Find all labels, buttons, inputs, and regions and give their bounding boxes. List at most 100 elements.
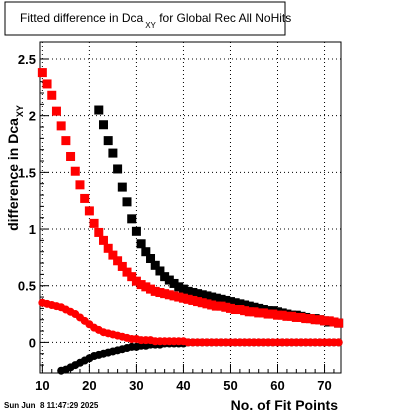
data-point-square-s1 <box>122 267 132 277</box>
data-point-square-s1 <box>334 318 344 328</box>
data-point-square-s1 <box>225 303 235 313</box>
data-point-square-s1 <box>56 121 66 131</box>
data-point-square-s1 <box>235 305 245 315</box>
data-point-square-s1 <box>207 300 217 310</box>
data-point-square-s1 <box>305 314 315 324</box>
data-point-square-s1 <box>84 206 94 216</box>
data-point-square-s1 <box>66 151 76 161</box>
y-axis-title-sub: XY <box>15 105 25 117</box>
y-axis-title-main: difference in Dca <box>5 118 21 231</box>
data-point-square-s0 <box>183 286 193 296</box>
x-tick-label: 30 <box>129 378 143 393</box>
data-point-square-s0 <box>202 291 212 301</box>
data-point-square-s1 <box>329 317 339 327</box>
data-point-square-s1 <box>249 307 259 317</box>
data-point-square-s0 <box>240 300 250 310</box>
data-point-square-s1 <box>80 193 90 203</box>
chart-title-suffix: for Global Rec All NoHits <box>156 11 291 25</box>
data-point-square-s0 <box>221 295 231 305</box>
data-point-square-s0 <box>174 282 184 292</box>
data-point-square-s0 <box>249 302 259 312</box>
data-point-square-s0 <box>230 298 240 308</box>
data-point-square-s1 <box>108 250 118 260</box>
y-tick-label: 0 <box>29 335 36 350</box>
chart-title: Fitted difference in DcaXY for Global Re… <box>20 11 291 30</box>
data-point-square-s1 <box>193 297 203 307</box>
data-point-square-s0 <box>254 303 264 313</box>
data-point-square-s1 <box>244 307 254 317</box>
x-tick-label: 60 <box>270 378 284 393</box>
y-tick-label: 1.5 <box>18 165 36 180</box>
data-point-square-s1 <box>287 311 297 321</box>
data-point-square-s1 <box>113 256 123 266</box>
data-point-square-s1 <box>273 310 283 320</box>
data-point-square-s1 <box>320 316 330 326</box>
data-layer <box>37 68 344 375</box>
data-point-square-s1 <box>230 305 240 315</box>
data-point-square-s1 <box>164 290 174 300</box>
data-point-square-s1 <box>324 316 334 326</box>
data-point-square-s1 <box>155 288 165 298</box>
data-point-square-s0 <box>155 266 165 276</box>
data-point-square-s1 <box>202 299 212 309</box>
data-point-square-s1 <box>103 243 113 253</box>
y-tick-label: 1 <box>29 222 36 237</box>
data-point-square-s0 <box>127 214 137 224</box>
data-point-square-s1 <box>310 315 320 325</box>
x-tick-label: 70 <box>317 378 331 393</box>
data-point-square-s0 <box>150 260 160 270</box>
y-tick-label: 2.5 <box>18 52 36 67</box>
data-point-square-s1 <box>47 90 57 100</box>
data-point-square-s1 <box>183 294 193 304</box>
data-point-square-s1 <box>169 291 179 301</box>
title-box <box>4 1 286 36</box>
data-point-square-s1 <box>254 308 264 318</box>
data-point-square-s1 <box>94 227 104 237</box>
y-tick-label: 2 <box>29 109 36 124</box>
y-axis-title: difference in DcaXY <box>5 105 25 231</box>
data-point-square-s1 <box>315 315 325 325</box>
data-point-square-s0 <box>211 293 221 303</box>
x-tick-label: 50 <box>223 378 237 393</box>
data-point-square-s0 <box>160 272 170 282</box>
data-point-square-s1 <box>174 292 184 302</box>
chart-title-sub: XY <box>145 21 156 30</box>
data-point-square-s0 <box>98 120 108 130</box>
chart-title-main: Fitted difference in Dca <box>20 11 144 25</box>
data-point-square-s1 <box>70 166 80 176</box>
data-point-square-s1 <box>277 310 287 320</box>
data-point-square-s1 <box>301 314 311 324</box>
tick-layer: 10 20 30 40 50 60 70 0 0.5 1 1.5 2 2.5 <box>18 52 335 393</box>
data-point-square-s0 <box>122 197 132 207</box>
x-axis-title: No. of Fit Points <box>231 397 339 413</box>
data-point-square-s1 <box>258 308 268 318</box>
y-tick-label: 0.5 <box>18 279 36 294</box>
data-point-square-s0 <box>164 275 174 285</box>
data-point-square-s0 <box>225 297 235 307</box>
data-point-square-s1 <box>61 136 71 146</box>
data-point-square-s1 <box>160 289 170 299</box>
data-point-square-s1 <box>51 106 61 116</box>
data-point-square-s1 <box>296 312 306 322</box>
data-point-square-s0 <box>193 289 203 299</box>
data-point-square-s1 <box>141 282 151 292</box>
footer-timestamp: Sun Jun 8 11:47:29 2025 <box>4 401 99 410</box>
data-point-square-s1 <box>282 311 292 321</box>
data-point-square-s0 <box>244 301 254 311</box>
data-point-square-s1 <box>75 180 85 190</box>
data-point-square-s1 <box>263 309 273 319</box>
data-point-square-s1 <box>117 261 127 271</box>
data-point-square-s1 <box>150 286 160 296</box>
x-tick-label: 20 <box>82 378 96 393</box>
data-point-square-s1 <box>216 301 226 311</box>
data-point-square-s1 <box>188 295 198 305</box>
data-point-square-s1 <box>197 298 207 308</box>
data-point-square-s1 <box>131 276 141 286</box>
data-point-circle-s3 <box>334 338 343 347</box>
data-point-square-s0 <box>141 247 151 257</box>
data-point-square-s0 <box>235 299 245 309</box>
data-point-square-s0 <box>188 288 198 298</box>
data-point-square-s0 <box>108 148 118 158</box>
data-point-square-s1 <box>42 79 52 89</box>
